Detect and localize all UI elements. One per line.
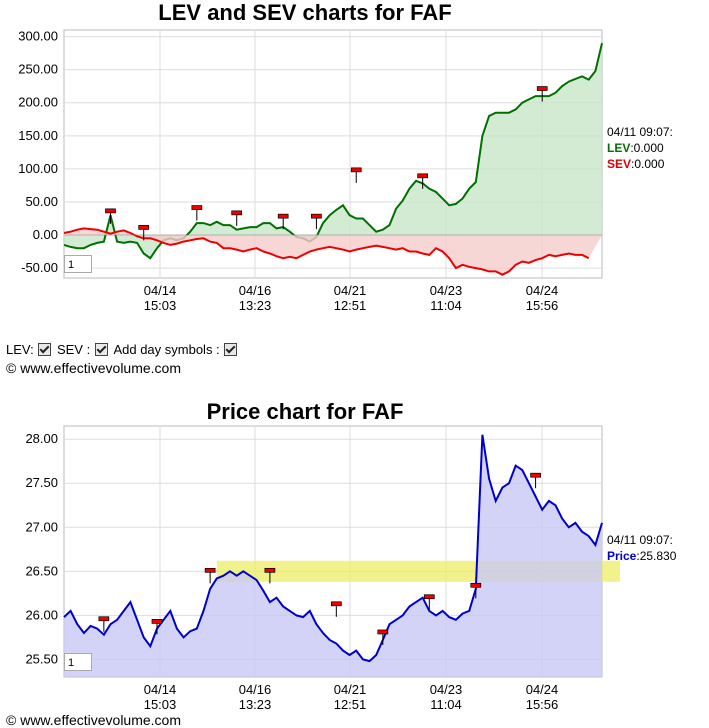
x-tick-label: 15:03 bbox=[144, 697, 177, 712]
x-tick-label: 13:23 bbox=[239, 697, 272, 712]
day-marker bbox=[98, 616, 110, 622]
price-readout-key: Price bbox=[607, 549, 637, 563]
y-tick-label: 26.00 bbox=[25, 607, 58, 622]
price-chart-title: Price chart for FAF bbox=[206, 399, 404, 424]
day-marker bbox=[350, 167, 362, 173]
y-tick-label: 200.00 bbox=[18, 95, 58, 110]
x-tick-label: 04/24 bbox=[526, 283, 559, 298]
series-line-lev bbox=[63, 42, 603, 260]
day-marker bbox=[264, 567, 276, 573]
zoom-input-top[interactable]: 1 bbox=[64, 255, 92, 273]
day-marker bbox=[231, 210, 243, 216]
day-marker bbox=[530, 472, 541, 478]
day-marker bbox=[470, 582, 482, 588]
lev-chart-title: LEV and SEV charts for FAF bbox=[158, 0, 452, 25]
x-tick-label: 04/21 bbox=[334, 283, 367, 298]
day-marker bbox=[105, 208, 116, 214]
series-area-price bbox=[64, 434, 602, 677]
lev-readout: 04/11 09:07: LEV:0.000 SEV:0.000 bbox=[607, 124, 673, 172]
zoom-input-bottom[interactable]: 1 bbox=[64, 653, 92, 671]
sev-checkbox[interactable] bbox=[94, 343, 108, 357]
sev-readout-key: SEV bbox=[607, 157, 632, 171]
day-marker bbox=[423, 594, 435, 600]
x-tick-label: 04/14 bbox=[144, 283, 177, 298]
lev-readout-value: :0.000 bbox=[630, 141, 664, 155]
x-tick-label: 04/23 bbox=[430, 682, 463, 697]
day-marker bbox=[204, 567, 216, 573]
chart-controls: LEV: SEV : Add day symbols : bbox=[6, 341, 239, 357]
copyright-text-partial: © www.effectivevolume.com bbox=[6, 712, 182, 728]
x-tick-label: 12:51 bbox=[334, 298, 367, 313]
y-tick-label: 28.00 bbox=[25, 431, 58, 446]
x-tick-label: 04/24 bbox=[526, 682, 559, 697]
day-marker bbox=[138, 225, 150, 230]
sev-toggle-label: SEV : bbox=[56, 342, 91, 358]
y-tick-label: 150.00 bbox=[18, 128, 58, 143]
lev-checkbox[interactable] bbox=[38, 343, 52, 357]
y-tick-label: 27.00 bbox=[25, 519, 58, 534]
y-tick-label: 27.50 bbox=[25, 475, 58, 490]
series-area-sev bbox=[64, 228, 602, 275]
day-symbols-checkbox[interactable] bbox=[224, 343, 238, 357]
day-marker bbox=[277, 213, 289, 219]
y-tick-label: -50.00 bbox=[21, 260, 58, 275]
series-line-price bbox=[63, 434, 603, 663]
x-tick-label: 15:56 bbox=[526, 298, 559, 313]
y-tick-label: 0.00 bbox=[33, 227, 58, 242]
day-marker bbox=[377, 629, 389, 635]
y-tick-label: 50.00 bbox=[25, 194, 58, 209]
day-marker bbox=[151, 619, 163, 624]
x-tick-label: 04/16 bbox=[239, 682, 272, 697]
lev-readout-timestamp: 04/11 09:07: bbox=[607, 125, 673, 139]
y-tick-label: 100.00 bbox=[18, 161, 58, 176]
x-tick-label: 13:23 bbox=[239, 298, 272, 313]
x-tick-label: 04/14 bbox=[144, 682, 177, 697]
price-readout: 04/11 09:07: Price:25.830 bbox=[607, 532, 676, 564]
day-marker bbox=[417, 173, 429, 179]
lev-readout-key: LEV bbox=[607, 141, 631, 155]
x-tick-label: 11:04 bbox=[430, 697, 462, 712]
price-readout-value: :25.830 bbox=[636, 549, 677, 563]
price-readout-timestamp: 04/11 09:07: bbox=[607, 533, 673, 547]
day-marker bbox=[536, 86, 548, 91]
sev-readout-value: :0.000 bbox=[631, 157, 665, 171]
x-tick-label: 15:56 bbox=[526, 697, 559, 712]
day-symbols-label: Add day symbols : bbox=[113, 342, 220, 358]
y-tick-label: 25.50 bbox=[25, 651, 58, 666]
day-marker bbox=[191, 205, 203, 210]
x-tick-label: 15:03 bbox=[144, 298, 177, 313]
day-marker bbox=[330, 601, 342, 607]
lev-toggle-label: LEV: bbox=[6, 342, 34, 358]
series-area-lev bbox=[64, 43, 602, 259]
y-tick-label: 300.00 bbox=[18, 29, 58, 44]
y-tick-label: 26.50 bbox=[25, 563, 58, 578]
y-tick-label: 250.00 bbox=[18, 62, 58, 77]
x-tick-label: 04/16 bbox=[239, 283, 272, 298]
day-marker bbox=[311, 213, 322, 219]
copyright-text: © www.effectivevolume.com bbox=[6, 360, 182, 376]
x-tick-label: 12:51 bbox=[334, 697, 367, 712]
x-tick-label: 04/21 bbox=[334, 682, 367, 697]
x-tick-label: 11:04 bbox=[430, 298, 462, 313]
x-tick-label: 04/23 bbox=[430, 283, 463, 298]
series-line-sev bbox=[63, 227, 590, 276]
